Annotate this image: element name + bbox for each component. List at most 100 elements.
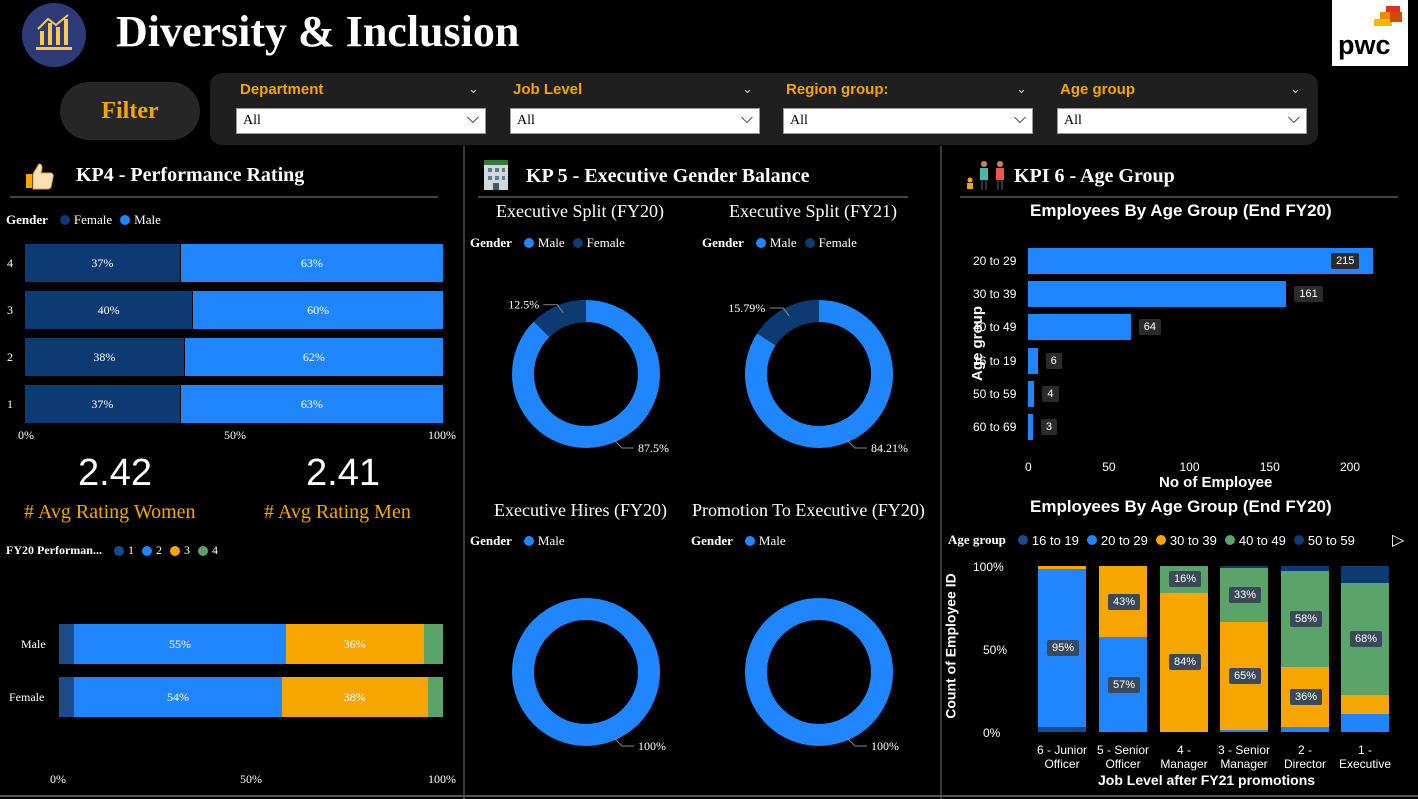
column-divider: [463, 146, 465, 799]
rating-bar-segment[interactable]: 54%: [74, 677, 282, 717]
age-bar[interactable]: [1028, 248, 1374, 274]
legend-rating-1[interactable]: 1: [127, 543, 134, 557]
donut-male-slice[interactable]: [512, 598, 660, 746]
age-column-segment[interactable]: [1220, 566, 1268, 568]
slicer-job-level-dropdown[interactable]: All ⌵: [510, 108, 760, 134]
male-leader-line[interactable]: [613, 439, 634, 449]
x-tick-label: 50%: [224, 428, 246, 442]
age-value-label: 161: [1294, 286, 1323, 302]
legend-title: Gender: [470, 235, 512, 250]
slicer-department-dropdown[interactable]: All ⌵: [236, 108, 486, 134]
age-column-segment[interactable]: [1341, 713, 1389, 732]
legend-male[interactable]: Male: [758, 533, 786, 548]
job-level-label-line1: 3 - Senior: [1217, 743, 1271, 757]
legend-title: Age group: [948, 532, 1006, 547]
male-percent-label[interactable]: 84.21%: [871, 441, 908, 455]
legend-female[interactable]: Female: [586, 235, 625, 250]
donut-female-slice[interactable]: [533, 300, 587, 338]
avg-rating-men-value: 2.41: [306, 452, 380, 494]
age-bar[interactable]: [1028, 281, 1287, 307]
age-column-segment[interactable]: [1341, 566, 1389, 583]
age-bar[interactable]: [1028, 414, 1033, 440]
male-percent-label[interactable]: 87.5%: [638, 441, 669, 455]
page-title: Diversity & Inclusion: [116, 7, 520, 56]
rating-bar-segment[interactable]: 55%: [74, 624, 286, 664]
chevron-down-icon[interactable]: ⌄: [742, 81, 753, 96]
male-leader-line[interactable]: [613, 737, 634, 747]
age-bar[interactable]: [1028, 314, 1131, 340]
male-leader-line[interactable]: [846, 737, 867, 747]
male-percent-label[interactable]: 100%: [638, 739, 666, 753]
age-column-segment[interactable]: [1281, 727, 1329, 732]
rating-category-label: 4: [7, 256, 13, 270]
legend-male[interactable]: Male: [537, 235, 565, 250]
chevron-down-icon[interactable]: ⌄: [468, 81, 479, 96]
female-bar-segment[interactable]: 38%: [25, 338, 184, 376]
rating-bar-segment[interactable]: 38%: [281, 677, 428, 717]
segment-percent-label: 84%: [1169, 654, 1202, 671]
donut2-legend: Gender Male Female: [702, 235, 857, 251]
female-percent-label[interactable]: 15.79%: [728, 301, 765, 315]
legend-title: Gender: [702, 235, 744, 250]
female-leader-line[interactable]: [769, 307, 790, 317]
legend-male[interactable]: Male: [769, 235, 797, 250]
age-column-segment[interactable]: [1038, 566, 1086, 570]
legend-rating-2[interactable]: 2: [155, 543, 162, 557]
legend-male[interactable]: Male: [537, 533, 565, 548]
age-column-segment[interactable]: [1038, 727, 1086, 732]
rating-bar-segment[interactable]: [59, 677, 75, 717]
kpi6-title-rule: [960, 196, 1398, 198]
x-tick-label: 150: [1259, 460, 1280, 474]
age-column-segment[interactable]: [1281, 566, 1329, 571]
rating-bar-segment[interactable]: [423, 624, 443, 664]
legend-20-29[interactable]: 20 to 29: [1100, 532, 1148, 548]
female-leader-line[interactable]: [543, 304, 564, 314]
segment-percent-label: 16%: [1169, 571, 1202, 588]
x-tick-label: 100: [1179, 460, 1200, 474]
legend-50-59[interactable]: 50 to 59: [1307, 532, 1355, 548]
male-bar-segment[interactable]: 63%: [180, 385, 443, 423]
donut-male-slice[interactable]: [745, 598, 893, 746]
slicer-region-dropdown[interactable]: All ⌵: [783, 108, 1033, 134]
legend-title: FY20 Performan...: [6, 543, 102, 557]
age-chart2-legend: Age group 16 to 19 20 to 29 30 to 39 40 …: [948, 532, 1355, 548]
job-level-label-line1: 4 -: [1176, 743, 1191, 757]
segment-percent-label: 65%: [1229, 668, 1262, 685]
age-bar[interactable]: [1028, 381, 1035, 407]
female-percent-label[interactable]: 12.5%: [508, 298, 539, 312]
male-bar-segment[interactable]: 63%: [180, 244, 443, 282]
male-percent-label[interactable]: 100%: [871, 739, 899, 753]
legend-40-49[interactable]: 40 to 49: [1238, 532, 1286, 548]
female-bar-segment[interactable]: 40%: [25, 291, 193, 329]
legend-male[interactable]: Male: [134, 212, 161, 227]
legend-30-39[interactable]: 30 to 39: [1169, 532, 1217, 548]
legend-next-arrow-icon[interactable]: ▷: [1392, 532, 1405, 549]
x-tick-label: 50: [1102, 460, 1116, 474]
legend-title: Gender: [6, 212, 48, 227]
legend-female[interactable]: Female: [73, 212, 113, 227]
chevron-down-icon[interactable]: ⌄: [1290, 81, 1301, 96]
rating-bar-segment[interactable]: [59, 624, 75, 664]
age-column-segment[interactable]: [1341, 695, 1389, 714]
rating-bar-segment[interactable]: 36%: [285, 624, 424, 664]
female-bar-segment[interactable]: 37%: [25, 385, 180, 423]
age-bar[interactable]: [1028, 348, 1038, 374]
female-bar-segment[interactable]: 37%: [25, 244, 180, 282]
rating-bar-segment[interactable]: [427, 677, 443, 717]
legend-rating-3[interactable]: 3: [183, 543, 190, 557]
male-leader-line[interactable]: [846, 439, 867, 449]
donut-title-promo-exec-fy20: Promotion To Executive (FY20): [692, 500, 925, 520]
chevron-down-icon[interactable]: ⌄: [1016, 81, 1027, 96]
legend-rating-4[interactable]: 4: [211, 543, 218, 557]
avg-rating-women-label: # Avg Rating Women: [24, 501, 196, 523]
chevron-down-icon: ⌵: [466, 110, 479, 127]
filter-label: Filter: [60, 82, 200, 140]
male-bar-segment[interactable]: 60%: [193, 291, 443, 329]
male-bar-segment[interactable]: 62%: [184, 338, 443, 376]
legend-female[interactable]: Female: [818, 235, 857, 250]
slicer-age-group-dropdown[interactable]: All ⌵: [1057, 108, 1307, 134]
x-tick-label: 50%: [240, 772, 262, 786]
legend-16-19[interactable]: 16 to 19: [1031, 532, 1079, 548]
donut-female-slice[interactable]: [757, 300, 820, 346]
age-column-segment[interactable]: [1220, 730, 1268, 732]
